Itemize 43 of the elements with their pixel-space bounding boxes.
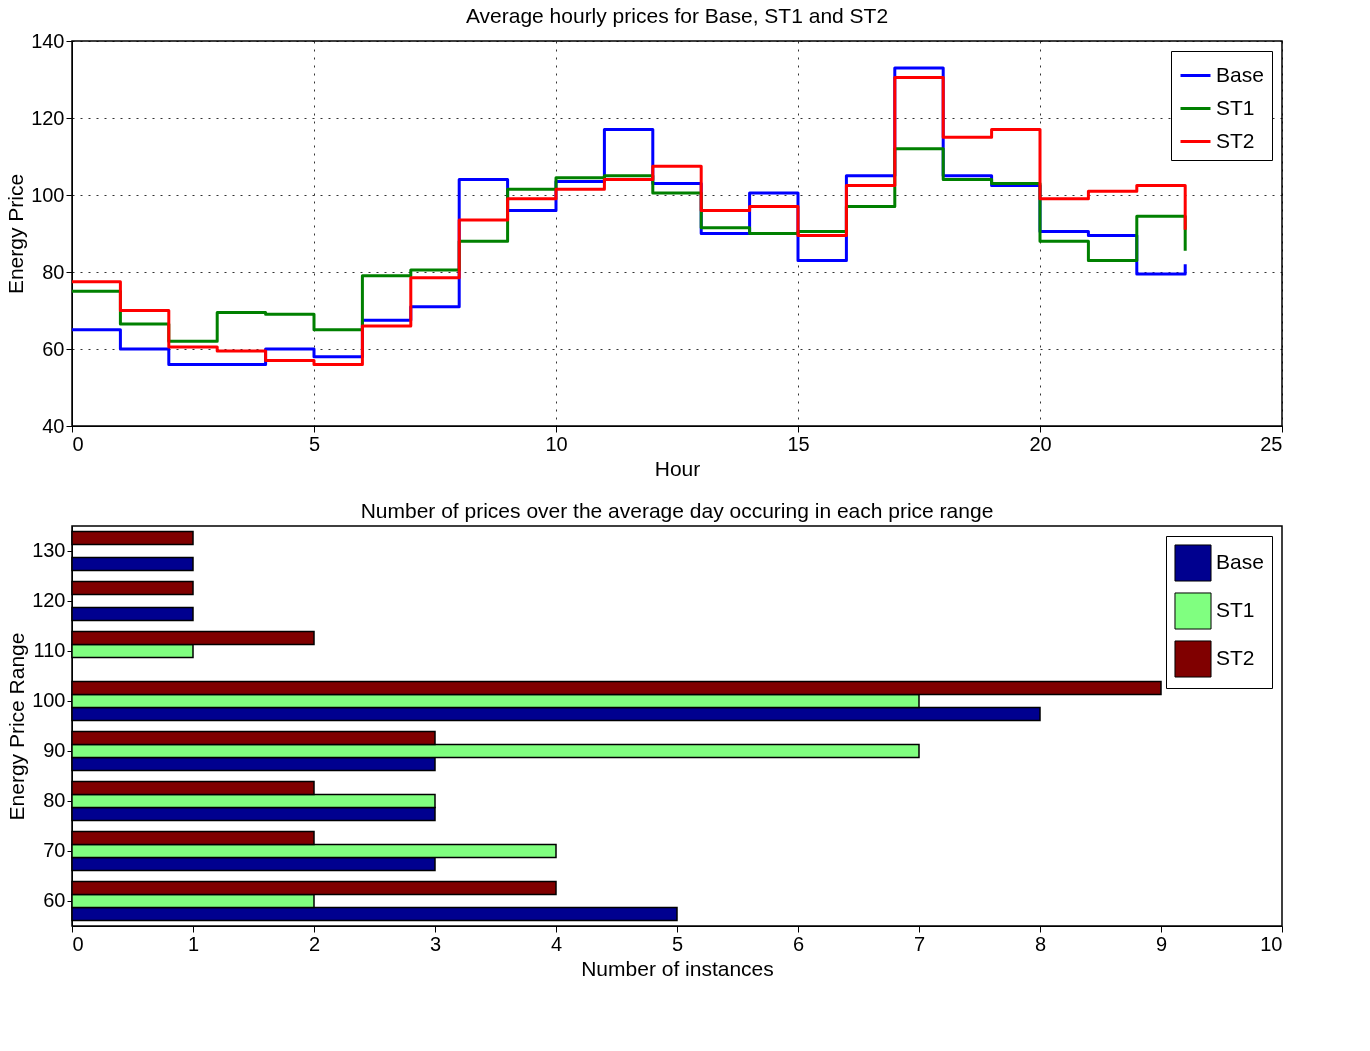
x-tick-label: 0 (72, 932, 84, 955)
x-tick-label: 6 (792, 932, 805, 955)
legend-label: ST1 (1216, 95, 1255, 119)
legend-label: Base (1216, 550, 1264, 573)
y-axis-title: Energy Price Range (5, 632, 29, 821)
legend-label: ST2 (1216, 646, 1255, 669)
x-tick-label: 9 (1155, 932, 1168, 955)
y-tick-label: 130 (32, 539, 66, 561)
x-tick-label: 4 (550, 932, 563, 955)
y-tick-label: 90 (43, 739, 66, 761)
x-tick-label: 5 (308, 432, 321, 455)
x-tick-label: 8 (1034, 932, 1047, 955)
y-tick-label: 140 (31, 29, 65, 52)
chart-title: Average hourly prices for Base, ST1 and ST2 (465, 4, 889, 27)
x-tick-label: 1 (187, 932, 200, 955)
legend-label: ST1 (1216, 598, 1255, 621)
x-tick-label: 3 (429, 932, 442, 955)
x-tick-label: 2 (308, 932, 321, 955)
x-tick-label: 7 (913, 932, 926, 955)
x-axis-title: Number of instances (581, 956, 774, 980)
y-tick-label: 120 (31, 106, 65, 129)
x-tick-label: 20 (1029, 432, 1052, 455)
x-tick-label: 10 (1260, 932, 1283, 955)
x-tick-label: 5 (671, 932, 684, 955)
y-tick-label: 60 (43, 889, 66, 911)
x-tick-label: 15 (787, 432, 810, 455)
y-axis-title: Energy Price (4, 173, 28, 295)
y-tick-label: 70 (43, 839, 66, 861)
y-tick-label: 100 (32, 689, 66, 711)
legend-label: ST2 (1216, 128, 1255, 152)
y-tick-label: 80 (43, 789, 66, 811)
x-tick-label: 10 (545, 432, 568, 455)
chart-title: Number of prices over the average day occuring in each price range (360, 499, 994, 522)
legend-label: Base (1216, 62, 1264, 86)
y-tick-label: 110 (33, 639, 66, 661)
y-tick-label: 100 (31, 183, 65, 206)
x-axis-title: Hour (654, 456, 701, 480)
y-tick-label: 80 (42, 260, 65, 283)
y-tick-label: 120 (32, 589, 66, 611)
x-tick-label: 25 (1260, 432, 1283, 455)
x-tick-label: 0 (72, 432, 84, 455)
y-tick-label: 40 (42, 414, 65, 437)
y-tick-label: 60 (42, 337, 65, 360)
